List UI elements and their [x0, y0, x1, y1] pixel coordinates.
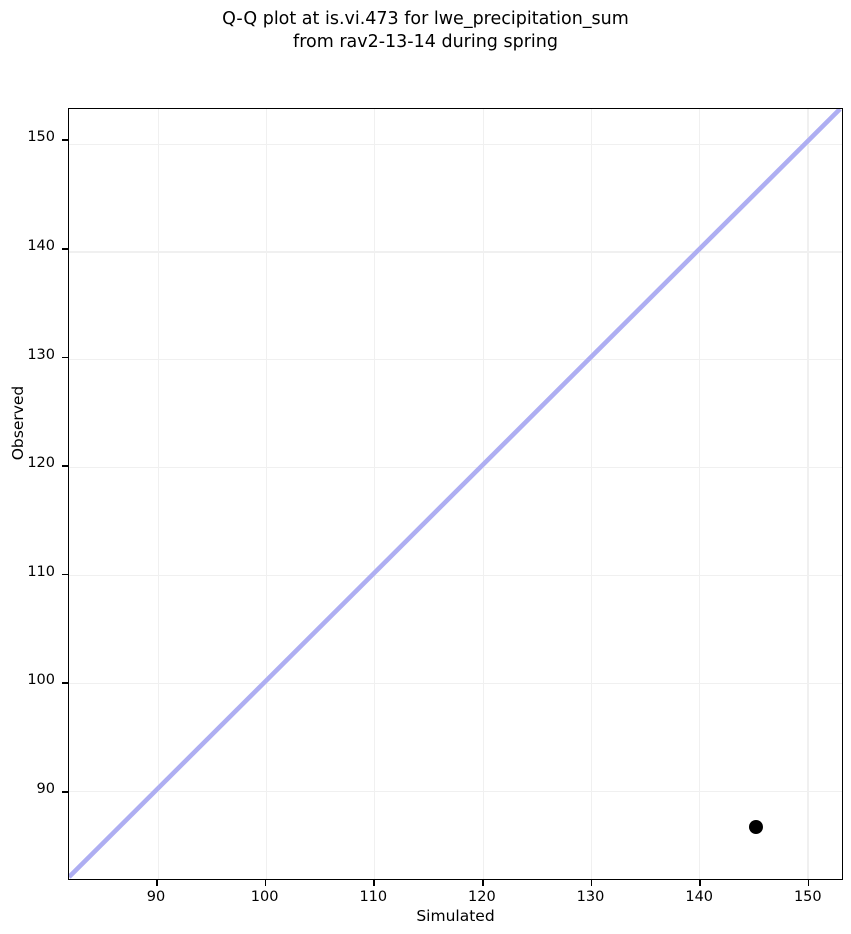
data-point-marker: [749, 820, 764, 835]
tick-y-130: [62, 356, 68, 359]
tick-x-120: [481, 880, 484, 886]
tick-y-140: [62, 247, 68, 250]
gridline-vertical-120: [482, 109, 484, 879]
tick-label-x-120: 120: [468, 889, 496, 905]
tick-label-x-140: 140: [685, 889, 714, 905]
tick-label-x-90: 90: [146, 889, 166, 905]
chart-title: Q-Q plot at is.vi.473 for lwe_precipitat…: [0, 8, 851, 54]
x-axis-label: Simulated: [416, 907, 495, 925]
tick-label-y-120: 120: [27, 455, 55, 472]
tick-x-100: [264, 880, 267, 886]
tick-x-150: [807, 880, 810, 886]
identity-reference-line: [69, 109, 842, 879]
gridline-vertical-140: [699, 109, 701, 879]
tick-y-110: [62, 573, 68, 576]
gridline-vertical-100: [266, 109, 268, 879]
tick-label-x-130: 130: [576, 889, 605, 905]
chart-title-line-1: Q-Q plot at is.vi.473 for lwe_precipitat…: [222, 9, 629, 29]
gridline-horizontal-130: [69, 359, 842, 361]
gridline-vertical-150: [807, 109, 809, 879]
tick-x-90: [156, 880, 158, 886]
gridline-horizontal-100: [69, 682, 842, 684]
tick-x-130: [590, 880, 593, 886]
tick-y-120: [62, 465, 68, 467]
tick-label-y-140: 140: [27, 237, 55, 254]
tick-x-140: [699, 880, 701, 886]
tick-label-x-110: 110: [359, 889, 388, 905]
gridline-vertical-90: [157, 109, 159, 879]
tick-label-y-110: 110: [27, 563, 55, 580]
gridline-horizontal-110: [69, 574, 842, 577]
tick-label-x-100: 100: [250, 889, 279, 905]
tick-label-x-150: 150: [793, 889, 822, 905]
tick-x-110: [373, 880, 375, 886]
tick-y-150: [62, 139, 68, 141]
tick-label-y-130: 130: [27, 346, 55, 363]
tick-label-y-150: 150: [27, 129, 55, 146]
gridline-horizontal-150: [69, 143, 842, 145]
tick-label-y-100: 100: [27, 672, 55, 689]
tick-y-90: [62, 791, 68, 793]
plot-area: [68, 108, 843, 880]
y-axis-label: Observed: [9, 385, 27, 461]
gridline-vertical-130: [590, 109, 593, 879]
gridline-horizontal-120: [69, 467, 842, 469]
tick-label-y-90: 90: [36, 781, 55, 797]
gridline-vertical-110: [374, 109, 376, 879]
gridline-horizontal-140: [69, 251, 842, 253]
chart-title-line-2: from rav2-13-14 during spring: [293, 32, 558, 52]
tick-y-100: [62, 682, 68, 685]
gridline-horizontal-90: [69, 790, 842, 792]
